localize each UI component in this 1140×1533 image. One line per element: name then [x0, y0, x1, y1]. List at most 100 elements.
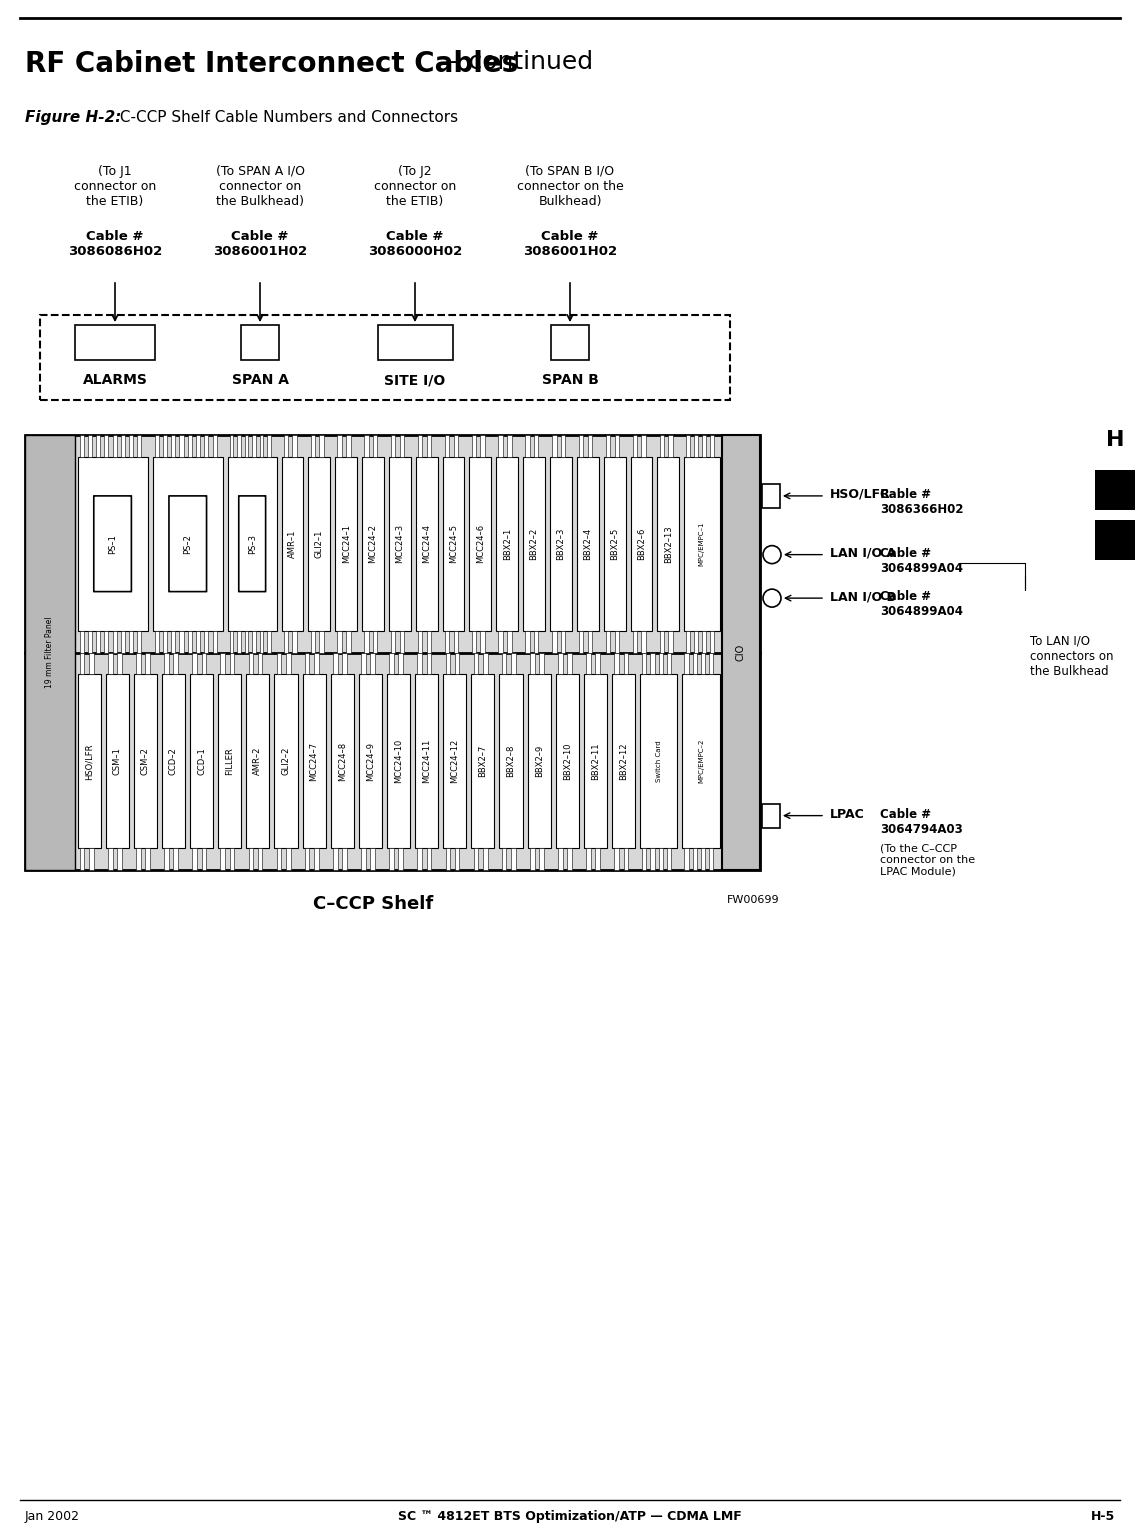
Bar	[80, 435, 83, 457]
Bar	[683, 675, 719, 848]
Bar	[275, 675, 298, 848]
Text: CCD–2: CCD–2	[169, 748, 178, 776]
Text: SITE I/O: SITE I/O	[384, 373, 446, 386]
Bar	[106, 675, 129, 848]
Bar	[667, 848, 671, 871]
Bar	[710, 630, 714, 653]
Bar	[595, 848, 600, 871]
Text: H-5: H-5	[1091, 1510, 1115, 1522]
Text: To LAN I/O
connectors on
the Bulkhead: To LAN I/O connectors on the Bulkhead	[1031, 635, 1114, 678]
Bar	[604, 457, 626, 630]
Circle shape	[763, 546, 781, 564]
Bar	[193, 653, 197, 675]
Bar	[446, 848, 450, 871]
Bar	[196, 630, 201, 653]
Bar	[722, 435, 760, 871]
Text: CCD–1: CCD–1	[197, 748, 206, 776]
Bar	[762, 803, 780, 828]
Text: SPAN A: SPAN A	[231, 373, 288, 386]
Bar	[551, 325, 589, 360]
Text: BBX2–6: BBX2–6	[637, 527, 646, 560]
Bar	[416, 457, 438, 630]
Bar	[202, 848, 206, 871]
Text: Switch Card: Switch Card	[656, 740, 661, 782]
Bar	[1096, 520, 1135, 560]
Bar	[391, 630, 396, 653]
Bar	[614, 435, 619, 457]
Text: FILLER: FILLER	[226, 748, 234, 776]
Text: Cable #
3086001H02: Cable # 3086001H02	[523, 230, 617, 258]
Text: Cable #
3064899A04: Cable # 3064899A04	[880, 547, 963, 575]
Text: PS–2: PS–2	[184, 533, 193, 553]
Bar	[173, 653, 178, 675]
Text: MCC24–5: MCC24–5	[449, 524, 458, 563]
Bar	[145, 848, 150, 871]
Bar	[136, 848, 140, 871]
Bar	[660, 630, 663, 653]
Bar	[658, 457, 679, 630]
Bar	[400, 435, 405, 457]
Bar	[418, 435, 422, 457]
Bar	[145, 653, 150, 675]
Bar	[549, 457, 572, 630]
Bar	[686, 630, 690, 653]
Bar	[762, 484, 780, 507]
Bar	[359, 675, 382, 848]
Text: SC ™ 4812ET BTS Optimization/ATP — CDMA LMF: SC ™ 4812ET BTS Optimization/ATP — CDMA …	[398, 1510, 742, 1522]
Text: BBX2–13: BBX2–13	[663, 524, 673, 563]
Bar	[496, 457, 519, 630]
Bar	[624, 848, 628, 871]
Text: (To the C–CCP
connector on the
LPAC Module): (To the C–CCP connector on the LPAC Modu…	[880, 843, 975, 877]
Bar	[315, 653, 319, 675]
Bar	[552, 630, 556, 653]
Bar	[228, 457, 277, 630]
Bar	[528, 675, 551, 848]
Text: MCC24–8: MCC24–8	[337, 742, 347, 780]
Text: AMR–1: AMR–1	[288, 529, 296, 558]
Bar	[568, 848, 572, 871]
Bar	[511, 848, 515, 871]
Bar	[507, 630, 512, 653]
Bar	[164, 653, 169, 675]
Bar	[80, 653, 84, 675]
Text: MCC24–12: MCC24–12	[450, 739, 459, 783]
Bar	[113, 435, 116, 457]
Bar	[391, 435, 396, 457]
Bar	[595, 653, 600, 675]
Bar	[400, 630, 405, 653]
Bar	[526, 630, 530, 653]
Text: Jan 2002: Jan 2002	[25, 1510, 80, 1522]
Bar	[190, 675, 213, 848]
Bar	[78, 675, 100, 848]
Bar	[179, 630, 184, 653]
Bar	[137, 630, 141, 653]
Bar	[1096, 471, 1135, 510]
Bar	[389, 457, 410, 630]
Bar	[245, 435, 249, 457]
Bar	[163, 630, 168, 653]
Text: LAN I/O B: LAN I/O B	[830, 590, 896, 602]
Bar	[246, 675, 269, 848]
Bar	[523, 457, 545, 630]
Text: MCC24–2: MCC24–2	[368, 524, 377, 563]
Bar	[286, 848, 291, 871]
Text: BBX2–5: BBX2–5	[610, 527, 619, 560]
Bar	[693, 848, 697, 871]
Bar	[333, 653, 337, 675]
Bar	[237, 630, 241, 653]
Bar	[302, 675, 326, 848]
Bar	[363, 457, 384, 630]
Bar	[133, 675, 157, 848]
Bar	[498, 630, 503, 653]
Text: (To SPAN A I/O
connector on
the Bulkhead): (To SPAN A I/O connector on the Bulkhead…	[215, 166, 304, 208]
Text: FW00699: FW00699	[727, 895, 780, 904]
Text: PS–1: PS–1	[108, 533, 117, 553]
Text: Cable #
3086000H02: Cable # 3086000H02	[368, 230, 462, 258]
Bar	[260, 435, 263, 457]
Bar	[499, 675, 522, 848]
Text: BBX2–12: BBX2–12	[619, 742, 628, 780]
Bar	[577, 457, 598, 630]
Bar	[171, 630, 176, 653]
Bar	[25, 435, 760, 871]
Bar	[304, 848, 309, 871]
